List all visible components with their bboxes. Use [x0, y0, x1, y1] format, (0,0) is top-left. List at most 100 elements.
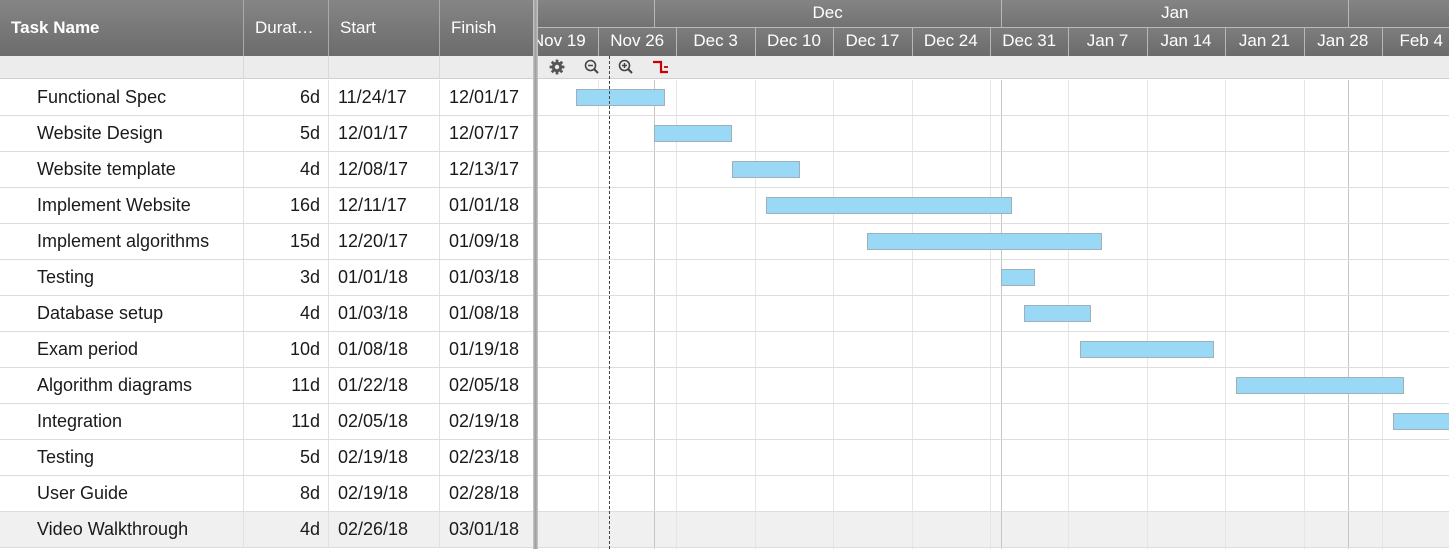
duration-cell[interactable]: 5d: [244, 116, 329, 151]
column-header-start[interactable]: Start: [329, 0, 440, 56]
duration-cell[interactable]: 4d: [244, 296, 329, 331]
start-cell[interactable]: 01/22/18: [329, 368, 440, 403]
finish-cell[interactable]: 12/07/17: [449, 123, 520, 143]
duration-cell[interactable]: 3d: [244, 260, 329, 295]
start-cell[interactable]: 12/11/17: [329, 188, 440, 223]
finish-cell[interactable]: 01/09/18: [449, 231, 520, 251]
task-name-cell[interactable]: Integration: [0, 404, 244, 439]
task-name-cell[interactable]: Website Design: [0, 116, 244, 151]
duration-cell[interactable]: 6d: [244, 80, 329, 115]
start-cell[interactable]: 12/20/17: [329, 224, 440, 259]
finish-cell[interactable]: 02/05/18: [449, 375, 520, 395]
selected-row-band: [538, 512, 1449, 548]
start-cell[interactable]: 02/19/18: [329, 440, 440, 475]
table-row[interactable]: Video Walkthrough 4d 02/26/18 03/01/18: [0, 512, 533, 548]
start-cell[interactable]: 11/24/17: [329, 80, 440, 115]
table-row[interactable]: Functional Spec 6d 11/24/17 12/01/17: [0, 80, 533, 116]
start-cell[interactable]: 02/19/18: [329, 476, 440, 511]
duration-cell[interactable]: 11d: [244, 368, 329, 403]
month-separator: [1348, 0, 1350, 28]
start-cell[interactable]: 12/08/17: [329, 152, 440, 187]
task-bar[interactable]: [732, 161, 800, 178]
task-name-cell[interactable]: Functional Spec: [0, 80, 244, 115]
finish-cell[interactable]: 03/01/18: [449, 519, 520, 539]
month-label: Dec: [812, 3, 843, 22]
row-gridline: [538, 403, 1449, 404]
week-label: Nov 26: [610, 31, 665, 50]
duration-cell[interactable]: 4d: [244, 152, 329, 187]
duration-cell[interactable]: 8d: [244, 476, 329, 511]
filter-cell-task-name[interactable]: [0, 56, 244, 78]
critical-path-icon[interactable]: [651, 58, 671, 76]
finish-cell[interactable]: 02/28/18: [449, 483, 520, 503]
start-cell[interactable]: 12/01/17: [329, 116, 440, 151]
table-row[interactable]: User Guide 8d 02/19/18 02/28/18: [0, 476, 533, 512]
task-bar[interactable]: [575, 89, 666, 106]
task-name-cell[interactable]: Website template: [0, 152, 244, 187]
column-header-duration[interactable]: Durat…: [244, 0, 329, 56]
duration-cell[interactable]: 10d: [244, 332, 329, 367]
table-row[interactable]: Implement algorithms 15d 12/20/17 01/09/18: [0, 224, 533, 260]
task-bar[interactable]: [1023, 305, 1091, 322]
month-header: Dec Jan: [538, 0, 1449, 28]
table-row[interactable]: Testing 5d 02/19/18 02/23/18: [0, 440, 533, 476]
finish-cell[interactable]: 02/19/18: [449, 411, 520, 431]
duration-cell[interactable]: 16d: [244, 188, 329, 223]
task-bar[interactable]: [1079, 341, 1214, 358]
row-gridline: [538, 511, 1449, 512]
column-header-task-name[interactable]: Task Name: [0, 0, 244, 56]
duration-cell[interactable]: 5d: [244, 440, 329, 475]
task-bar[interactable]: [654, 125, 733, 142]
week-label: Jan 7: [1086, 31, 1129, 50]
start-cell[interactable]: 02/26/18: [329, 512, 440, 547]
start-cell[interactable]: 01/01/18: [329, 260, 440, 295]
start-cell[interactable]: 02/05/18: [329, 404, 440, 439]
gear-icon[interactable]: [547, 58, 567, 76]
task-name-cell[interactable]: Algorithm diagrams: [0, 368, 244, 403]
finish-cell[interactable]: 01/01/18: [449, 195, 520, 215]
table-row[interactable]: Integration 11d 02/05/18 02/19/18: [0, 404, 533, 440]
filter-cell-start[interactable]: [329, 56, 440, 78]
filter-cell-finish[interactable]: [440, 56, 533, 78]
gantt-chart-area: [538, 80, 1449, 549]
task-name-cell[interactable]: Testing: [0, 260, 244, 295]
task-bar[interactable]: [866, 233, 1102, 250]
task-bar[interactable]: [1001, 269, 1035, 286]
table-row[interactable]: Implement Website 16d 12/11/17 01/01/18: [0, 188, 533, 224]
task-name-cell[interactable]: Implement Website: [0, 188, 244, 223]
task-bar[interactable]: [766, 197, 1013, 214]
finish-cell[interactable]: 01/08/18: [449, 303, 520, 323]
task-name-cell[interactable]: Video Walkthrough: [0, 512, 244, 547]
finish-cell[interactable]: 01/19/18: [449, 339, 520, 359]
duration-cell[interactable]: 11d: [244, 404, 329, 439]
column-header-finish[interactable]: Finish: [451, 18, 497, 37]
table-row[interactable]: Database setup 4d 01/03/18 01/08/18: [0, 296, 533, 332]
task-name-cell[interactable]: Testing: [0, 440, 244, 475]
table-row[interactable]: Algorithm diagrams 11d 01/22/18 02/05/18: [0, 368, 533, 404]
panel-splitter[interactable]: [533, 0, 538, 549]
task-name-cell[interactable]: Database setup: [0, 296, 244, 331]
duration-cell[interactable]: 15d: [244, 224, 329, 259]
finish-cell[interactable]: 12/01/17: [449, 87, 520, 107]
finish-cell[interactable]: 12/13/17: [449, 159, 520, 179]
finish-cell[interactable]: 01/03/18: [449, 267, 520, 287]
task-bar[interactable]: [1393, 413, 1449, 430]
table-row[interactable]: Website Design 5d 12/01/17 12/07/17: [0, 116, 533, 152]
table-row[interactable]: Exam period 10d 01/08/18 01/19/18: [0, 332, 533, 368]
week-separator: [1068, 28, 1070, 56]
zoom-in-icon[interactable]: [616, 58, 636, 76]
task-bar[interactable]: [1236, 377, 1405, 394]
zoom-out-icon[interactable]: [582, 58, 602, 76]
start-cell[interactable]: 01/03/18: [329, 296, 440, 331]
table-row[interactable]: Website template 4d 12/08/17 12/13/17: [0, 152, 533, 188]
task-name-cell[interactable]: User Guide: [0, 476, 244, 511]
week-gridline: [1225, 80, 1227, 549]
finish-cell[interactable]: 02/23/18: [449, 447, 520, 467]
task-name-cell[interactable]: Exam period: [0, 332, 244, 367]
filter-cell-duration[interactable]: [244, 56, 329, 78]
task-name-cell[interactable]: Implement algorithms: [0, 224, 244, 259]
start-cell[interactable]: 01/08/18: [329, 332, 440, 367]
week-separator: [1146, 28, 1148, 56]
table-row[interactable]: Testing 3d 01/01/18 01/03/18: [0, 260, 533, 296]
duration-cell[interactable]: 4d: [244, 512, 329, 547]
